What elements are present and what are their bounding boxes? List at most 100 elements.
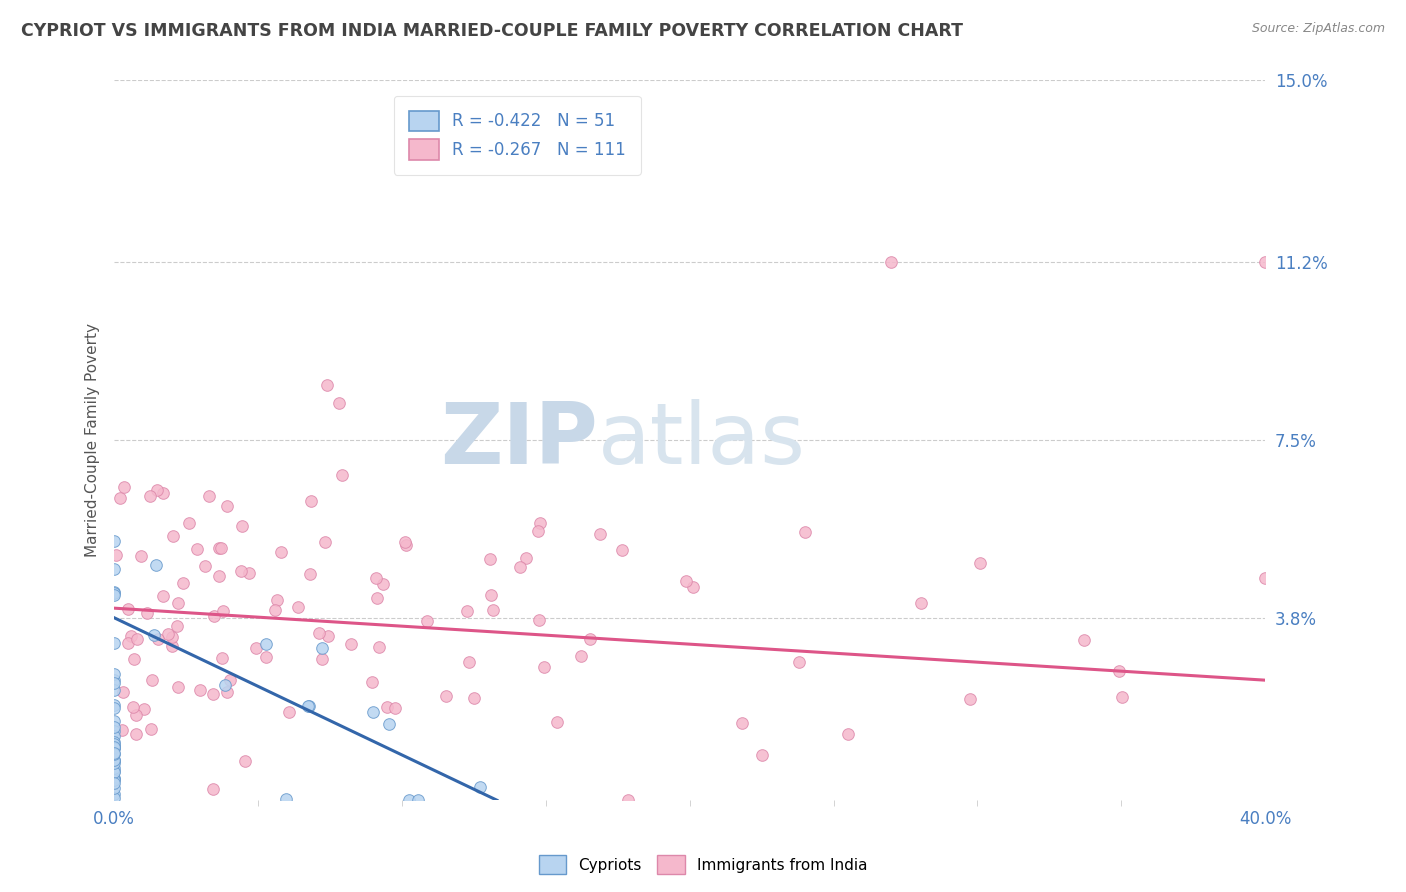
Point — [103, 773, 125, 788]
Point — [969, 556, 991, 570]
Point — [103, 698, 125, 712]
Point — [103, 741, 125, 756]
Point — [202, 782, 225, 797]
Point — [366, 591, 388, 605]
Point — [120, 629, 142, 643]
Point — [406, 793, 429, 807]
Point — [103, 754, 125, 768]
Point — [270, 545, 292, 559]
Point — [127, 632, 149, 647]
Point — [314, 534, 336, 549]
Point — [103, 740, 125, 755]
Point — [1111, 690, 1133, 705]
Point — [103, 741, 125, 756]
Point — [136, 606, 159, 620]
Point — [103, 636, 125, 650]
Point — [245, 640, 267, 655]
Point — [398, 793, 420, 807]
Point — [361, 674, 384, 689]
Point — [207, 568, 229, 582]
Point — [361, 705, 384, 719]
Point — [156, 627, 179, 641]
Point — [186, 542, 208, 557]
Point — [1073, 633, 1095, 648]
Point — [209, 541, 232, 556]
Point — [231, 564, 253, 578]
Point — [172, 575, 194, 590]
Point — [463, 690, 485, 705]
Point — [141, 673, 163, 687]
Point — [103, 791, 125, 805]
Point — [103, 735, 125, 749]
Point — [515, 551, 537, 566]
Point — [546, 714, 568, 729]
Point — [117, 601, 139, 615]
Point — [125, 707, 148, 722]
Point — [139, 722, 162, 736]
Text: Source: ZipAtlas.com: Source: ZipAtlas.com — [1251, 22, 1385, 36]
Point — [254, 649, 277, 664]
Point — [152, 485, 174, 500]
Point — [456, 604, 478, 618]
Point — [328, 396, 350, 410]
Point — [122, 652, 145, 666]
Point — [416, 615, 439, 629]
Point — [177, 516, 200, 530]
Point — [167, 596, 190, 610]
Point — [103, 747, 125, 761]
Point — [103, 700, 125, 714]
Point — [138, 489, 160, 503]
Point — [311, 640, 333, 655]
Point — [211, 650, 233, 665]
Point — [103, 739, 125, 753]
Point — [959, 691, 981, 706]
Point — [394, 535, 416, 549]
Point — [103, 737, 125, 751]
Point — [482, 603, 505, 617]
Point — [103, 776, 125, 790]
Point — [103, 746, 125, 760]
Point — [162, 529, 184, 543]
Point — [527, 613, 550, 627]
Point — [217, 499, 239, 513]
Point — [125, 727, 148, 741]
Point — [217, 685, 239, 699]
Point — [145, 558, 167, 572]
Point — [208, 541, 231, 556]
Point — [340, 637, 363, 651]
Point — [384, 701, 406, 715]
Point — [434, 689, 457, 703]
Point — [103, 724, 125, 739]
Point — [167, 680, 190, 694]
Point — [789, 656, 811, 670]
Text: CYPRIOT VS IMMIGRANTS FROM INDIA MARRIED-COUPLE FAMILY POVERTY CORRELATION CHART: CYPRIOT VS IMMIGRANTS FROM INDIA MARRIED… — [21, 22, 963, 40]
Point — [298, 698, 321, 713]
Legend: R = -0.422   N = 51, R = -0.267   N = 111: R = -0.422 N = 51, R = -0.267 N = 111 — [394, 95, 641, 175]
Point — [375, 700, 398, 714]
Point — [117, 635, 139, 649]
Point — [110, 723, 132, 738]
Point — [146, 483, 169, 497]
Point — [143, 627, 166, 641]
Point — [103, 764, 125, 778]
Point — [160, 639, 183, 653]
Point — [367, 640, 389, 654]
Point — [103, 673, 125, 688]
Point — [129, 549, 152, 564]
Point — [103, 714, 125, 728]
Point — [194, 558, 217, 573]
Point — [1108, 664, 1130, 678]
Point — [103, 753, 125, 767]
Point — [132, 702, 155, 716]
Point — [837, 727, 859, 741]
Point — [297, 699, 319, 714]
Point — [366, 571, 388, 585]
Point — [103, 771, 125, 785]
Point — [470, 780, 492, 794]
Point — [299, 494, 322, 508]
Point — [103, 787, 125, 801]
Point — [751, 747, 773, 762]
Text: ZIP: ZIP — [440, 399, 598, 482]
Point — [910, 596, 932, 610]
Point — [610, 543, 633, 558]
